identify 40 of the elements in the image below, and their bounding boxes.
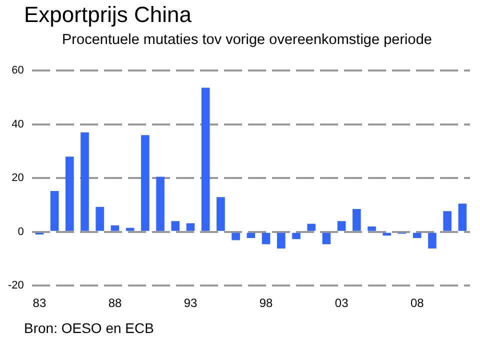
x-tick-label: 83 (32, 296, 46, 310)
y-tick-label: -20 (8, 280, 24, 292)
bar (277, 232, 286, 249)
text: Bron: OESO en ECB (24, 320, 154, 336)
bar (246, 232, 256, 238)
x-tick-label: 98 (259, 296, 274, 310)
bar (292, 232, 300, 240)
chart-title: Exportprijs China (24, 2, 192, 28)
x-tick-label: 03 (334, 296, 349, 310)
y-tick-label: 60 (12, 64, 24, 77)
y-tick-label: 20 (12, 172, 24, 184)
chart-subtitle: Procentuele mutaties tov vorige overeenkomstige periode (62, 32, 432, 48)
x-tick-label: 93 (184, 296, 198, 310)
x-tick-label: 08 (410, 296, 424, 310)
bar (322, 232, 331, 244)
bar (66, 156, 74, 231)
bar (412, 232, 422, 238)
bar (307, 224, 316, 231)
bar (141, 135, 150, 231)
bar (262, 232, 270, 244)
bar (110, 225, 120, 231)
bar (171, 221, 180, 231)
bar (232, 232, 240, 240)
bar (50, 191, 59, 231)
bar (156, 176, 164, 231)
y-tick-label: 40 (12, 118, 24, 130)
bar (368, 226, 376, 231)
bar (201, 88, 210, 231)
bar (186, 223, 195, 231)
bar (443, 211, 452, 231)
bar (80, 132, 89, 231)
bar (458, 204, 467, 231)
bar (337, 221, 346, 231)
bar (96, 206, 104, 231)
bar (428, 232, 436, 249)
bar (216, 197, 225, 231)
x-tick-label: 88 (108, 296, 122, 310)
bar (352, 209, 361, 231)
y-tick-label: 0 (18, 226, 24, 238)
bar (126, 228, 134, 231)
